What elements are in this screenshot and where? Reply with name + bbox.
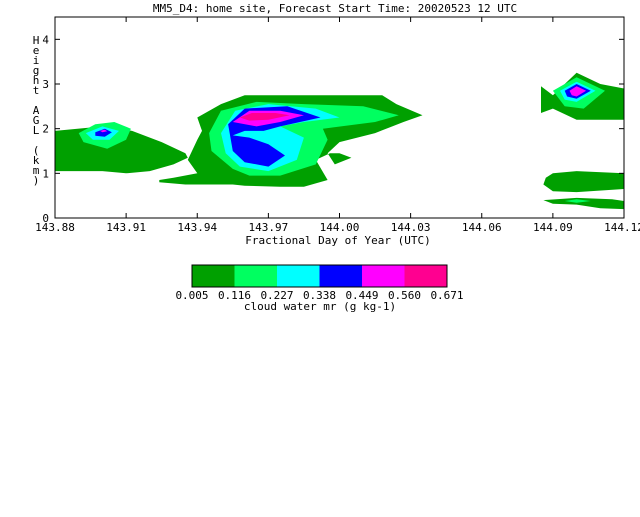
colorbar-swatch-0 (192, 265, 235, 287)
colorbar-level-label: 0.116 (218, 289, 251, 302)
colorbar-level-label: 0.005 (175, 289, 208, 302)
contour-fill-cloud-right-lower-1 (543, 197, 624, 210)
contour-fill-cloud-middle-5 (239, 113, 290, 121)
colorbar-level-label: 0.671 (430, 289, 463, 302)
contour-region-cloud-right-lower (543, 171, 624, 210)
colorbar-level-label: 0.227 (260, 289, 293, 302)
x-tick-label: 144.03 (391, 221, 431, 234)
colorbar-swatch-2 (277, 265, 320, 287)
y-axis: 0 1 2 3 4 (42, 33, 624, 225)
contour-fill-cloud-left-3 (95, 128, 112, 137)
colorbar-label: cloud water mr (g kg-1) (244, 300, 396, 313)
colorbar-level-label: 0.560 (388, 289, 421, 302)
x-tick-label: 144.00 (320, 221, 360, 234)
y-tick-label: 3 (42, 78, 49, 91)
x-tick-label: 144.06 (462, 221, 502, 234)
contour-fill-cloud-left-4 (100, 129, 108, 133)
contour-fill-cloud-right-lower-0 (543, 171, 624, 193)
x-tick-label: 143.91 (106, 221, 146, 234)
colorbar-swatch-1 (234, 265, 277, 287)
colorbar: 0.005 0.116 0.227 0.338 0.449 0.560 0.671 (175, 264, 464, 302)
contour-region-cloud-right-upper (541, 72, 624, 120)
contour-fill-cloud-right-upper-4 (569, 86, 587, 97)
contour-region-cloud-middle (159, 95, 423, 187)
colorbar-swatch-4 (362, 265, 405, 287)
y-tick-label: 1 (42, 167, 49, 180)
colorbar-swatch-3 (319, 265, 362, 287)
x-tick-label: 143.88 (35, 221, 75, 234)
colorbar-level-label: 0.449 (345, 289, 378, 302)
x-axis-label: Fractional Day of Year (UTC) (245, 234, 430, 247)
x-tick-label: 144.09 (533, 221, 573, 234)
y-tick-label: 4 (42, 33, 49, 46)
contour-fill-cloud-right-lower-2 (564, 199, 591, 203)
contour-plot (55, 72, 624, 210)
x-tick-label: 143.97 (249, 221, 289, 234)
x-tick-label: 143.94 (177, 221, 217, 234)
colorbar-swatch-5 (404, 265, 447, 287)
contour-region-cloud-left (55, 122, 188, 174)
y-tick-label: 0 (42, 212, 49, 225)
x-tick-label: 144.12 (604, 221, 640, 234)
y-tick-label: 2 (42, 123, 49, 136)
x-axis: 143.88 143.91 143.94 143.97 144.00 144.03 144.… (35, 17, 640, 234)
colorbar-frame (191, 264, 448, 288)
chart-title: MM5_D4: home site, Forecast Start Time: … (153, 2, 517, 15)
colorbar-level-label: 0.338 (303, 289, 336, 302)
